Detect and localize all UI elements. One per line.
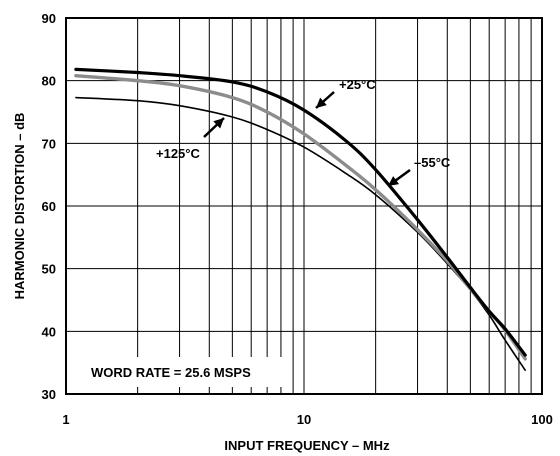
y-tick-label: 90: [42, 11, 56, 26]
series-line: [74, 74, 527, 361]
series-line: [74, 67, 527, 357]
x-tick-label: 10: [297, 412, 311, 427]
y-tick-label: 80: [42, 74, 56, 89]
plot-frame: [65, 17, 543, 395]
tick-labels: 30 40 50 60 70 80 90 1 10 100: [42, 11, 553, 427]
series-labels: +25°C –55°C +125°C: [156, 77, 451, 188]
series-line: [75, 96, 526, 371]
word-rate-box: [80, 357, 290, 387]
y-tick-label: 70: [42, 136, 56, 151]
y-tick-label: 50: [42, 262, 56, 277]
y-tick-label: 40: [42, 324, 56, 339]
series-label: +125°C: [156, 146, 200, 161]
x-axis-title: INPUT FREQUENCY – MHz: [224, 438, 390, 453]
series-group: [74, 67, 527, 371]
y-tick-label: 60: [42, 199, 56, 214]
series-label: –55°C: [414, 155, 451, 170]
label-arrow-head: [316, 97, 327, 108]
series-label: +25°C: [339, 77, 376, 92]
y-axis-title: HARMONIC DISTORTION – dB: [12, 113, 27, 300]
y-tick-label: 30: [42, 387, 56, 402]
x-tick-label: 1: [62, 412, 69, 427]
word-rate-annotation: WORD RATE = 25.6 MSPS: [91, 365, 251, 380]
label-arrow-head: [388, 176, 400, 186]
grid: [66, 18, 542, 394]
x-tick-label: 100: [531, 412, 553, 427]
label-arrow-head: [213, 118, 224, 129]
